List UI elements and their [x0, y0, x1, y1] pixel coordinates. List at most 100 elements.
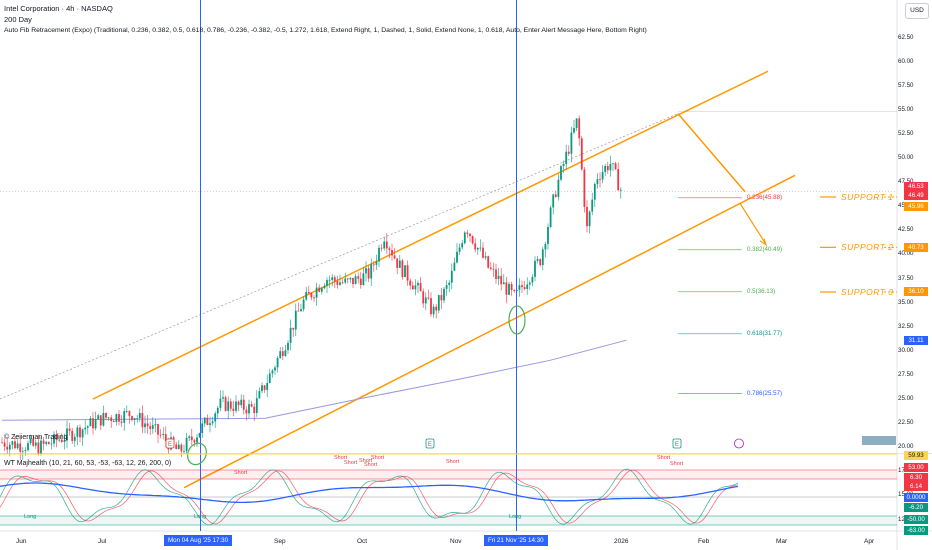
candle-body	[479, 247, 482, 249]
candle-body	[606, 166, 609, 171]
candle-body	[495, 269, 497, 280]
indicator-axis-label: 59.93	[904, 451, 928, 460]
candle-body	[362, 273, 365, 285]
candle-body	[258, 391, 261, 399]
candle-body	[372, 264, 375, 266]
candle-body	[235, 401, 237, 411]
candle-body	[541, 249, 544, 266]
candle-body	[370, 264, 373, 279]
candle-body	[125, 411, 128, 412]
candle-body	[328, 279, 331, 281]
price-axis-label: 40.00	[898, 250, 914, 258]
candle-body	[53, 434, 55, 444]
candle-body	[565, 151, 568, 165]
candle-body	[588, 211, 591, 227]
candle-body	[68, 428, 71, 431]
candle-body	[159, 434, 162, 436]
candle-body	[63, 440, 66, 442]
candle-body	[32, 438, 35, 446]
signal-short: Short	[359, 458, 373, 464]
trend-extension-line	[0, 113, 679, 400]
candle-body	[502, 282, 505, 285]
ma-200-line	[1, 339, 627, 421]
candle-body	[531, 276, 534, 283]
signal-short: Short	[234, 470, 248, 476]
candle-body	[596, 179, 599, 184]
candle-body	[487, 256, 490, 268]
candle-body	[157, 424, 159, 435]
candle-body	[528, 282, 531, 285]
candle-body	[453, 262, 456, 271]
candle-body	[354, 276, 357, 285]
support-label-3: SUPPORT 3	[841, 286, 894, 297]
currency-button[interactable]: USD	[905, 3, 929, 19]
symbol-title[interactable]: Intel Corporation · 4h · NASDAQ	[4, 4, 113, 13]
indicator-axis-label: 0.0000	[904, 493, 928, 502]
candle-body	[318, 287, 321, 292]
candle-body	[593, 183, 596, 200]
candle-body	[513, 289, 516, 291]
candle-body	[539, 259, 542, 266]
candle-body	[175, 444, 178, 450]
candle-body	[128, 411, 131, 417]
candle-body	[206, 417, 209, 425]
candle-body	[437, 295, 440, 311]
candle-body	[180, 444, 183, 452]
fib-label-3: 0.618(31.77)	[747, 329, 783, 337]
candle-body	[188, 436, 191, 438]
time-axis-label: Oct	[357, 538, 368, 545]
ma-legend[interactable]: 200 Day	[4, 15, 32, 24]
candle-body	[141, 413, 144, 428]
candle-body	[27, 443, 29, 451]
candle-body	[557, 179, 560, 197]
price-axis-label: 20.00	[898, 443, 914, 451]
time-axis-label: Mar	[776, 538, 788, 545]
candle-body	[521, 285, 523, 288]
time-tag-aug: Mon 04 Aug '25 17:30	[164, 535, 233, 546]
wt-trend-line	[0, 482, 739, 504]
earnings-marker	[672, 438, 682, 449]
candle-body	[349, 277, 352, 280]
candle-body	[162, 434, 165, 435]
candle-body	[591, 199, 594, 212]
candle-body	[526, 284, 529, 289]
price-axis-label: 27.50	[898, 370, 914, 378]
candle-body	[11, 441, 14, 445]
signal-short: Short	[446, 459, 460, 465]
candle-body	[435, 306, 438, 311]
indicator-title[interactable]: WT Majhealth (10, 21, 60, 53, -53, -63, …	[4, 460, 172, 467]
candle-body	[365, 268, 367, 274]
candle-body	[227, 401, 230, 411]
time-axis-label: Jul	[98, 538, 107, 545]
candle-body	[164, 434, 167, 442]
candle-body	[102, 412, 105, 426]
candle-body	[40, 440, 42, 454]
price-tag: 46.49	[904, 191, 928, 201]
fib-legend[interactable]: Auto Fib Retracement (Expo) (Traditional…	[4, 27, 647, 34]
candle-body	[245, 409, 248, 414]
candle-body	[144, 423, 146, 428]
candle-body	[58, 439, 61, 441]
candle-body	[417, 283, 419, 286]
candle-body	[149, 426, 152, 429]
candle-body	[352, 277, 354, 285]
candle-body	[73, 436, 76, 441]
candle-body	[250, 404, 253, 407]
candle-body	[81, 429, 84, 438]
candle-body	[461, 243, 464, 248]
candle-body	[396, 258, 399, 268]
candle-body	[554, 194, 557, 197]
candle-body	[534, 260, 536, 277]
support-label-2: SUPPORT 2	[841, 242, 894, 253]
candle-body	[263, 385, 266, 390]
candle-body	[505, 282, 508, 295]
candle-body	[242, 399, 245, 410]
indicator-axis-label: -63.00	[904, 526, 928, 535]
candle-body	[609, 163, 612, 171]
candle-body	[430, 298, 432, 315]
signal-short: Short	[334, 455, 348, 461]
wedge-upper-line	[677, 113, 746, 193]
candle-body	[302, 299, 305, 310]
